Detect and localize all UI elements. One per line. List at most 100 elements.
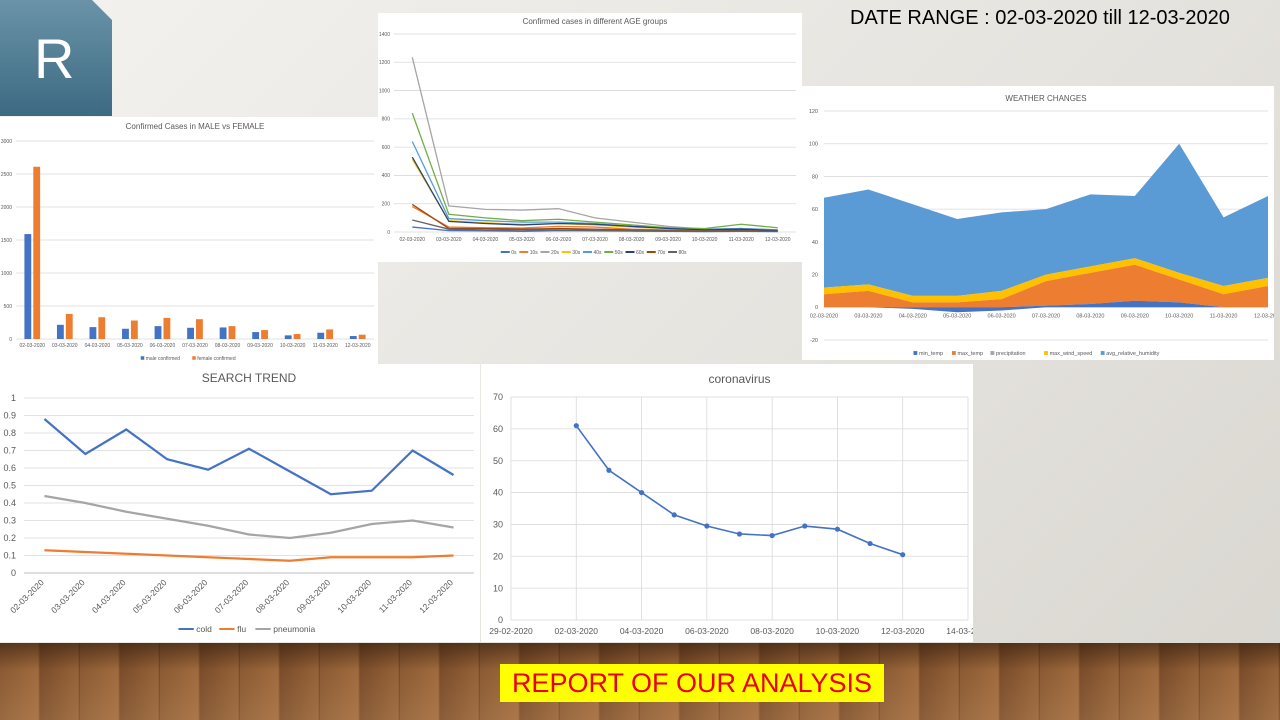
bar-female-confirmed: [196, 319, 203, 339]
y-tick-label: 0: [815, 305, 818, 311]
data-point: [736, 531, 743, 537]
legend-label: 20s: [551, 250, 560, 256]
area-max_temp: [824, 264, 1268, 308]
x-tick-label: 10-03-2020: [280, 343, 306, 349]
y-tick-label: 1: [11, 393, 16, 403]
line-80s: [412, 219, 778, 232]
data-point: [867, 540, 873, 547]
x-tick-label: 03-03-2020: [436, 237, 462, 243]
x-tick-label: 07-03-2020: [582, 237, 608, 243]
x-tick-label: 06-03-2020: [546, 237, 572, 243]
x-tick-label: 07-03-2020: [1032, 313, 1060, 319]
legend-marker: [192, 356, 196, 360]
x-tick-label: 12-03-2020: [417, 577, 455, 615]
data-point: [802, 523, 808, 529]
y-tick-label: 1500: [1, 238, 12, 244]
legend-label: 60s: [636, 250, 645, 256]
x-tick-label: 02-03-2020: [810, 313, 838, 319]
x-tick-label: 02-03-2020: [8, 577, 46, 615]
legend-label: pneumonia: [273, 624, 315, 634]
data-point: [769, 532, 775, 539]
corona-chart-panel: coronavirus 0 10 20 30 40 50 60 70 29-02-2020 02-0…: [481, 364, 973, 642]
y-tick-label: 200: [382, 201, 391, 207]
legend-label: 10s: [530, 250, 539, 256]
y-tick-label: 0.7: [3, 446, 16, 456]
x-tick-label: 06-03-2020: [150, 343, 176, 349]
y-tick-label: 0.9: [3, 411, 16, 421]
y-tick-label: 0: [11, 568, 16, 578]
y-tick-label: 0.6: [3, 463, 16, 473]
bar-male-confirmed: [349, 336, 357, 339]
data-point: [606, 467, 612, 473]
y-tick-label: 2000: [1, 205, 12, 211]
x-tick-label: 10-03-2020: [816, 626, 860, 636]
bar-female-confirmed: [163, 317, 171, 339]
y-tick-label: 0.2: [3, 533, 16, 543]
y-tick-label: 0.8: [3, 428, 16, 438]
x-tick-label: 29-02-2020: [489, 626, 533, 636]
legend-label: min_temp: [919, 351, 943, 357]
x-tick-label: 04-03-2020: [473, 237, 499, 243]
bar-female-confirmed: [326, 329, 334, 339]
date-range-label: DATE RANGE : 02-03-2020 till 12-03-2020: [850, 7, 1230, 29]
y-tick-label: 1000: [1, 271, 12, 277]
data-point: [573, 423, 579, 429]
y-tick-label: 0: [387, 230, 390, 236]
bar-male-confirmed: [284, 335, 292, 339]
chart-title: SEARCH TREND: [202, 371, 297, 385]
bar-female-confirmed: [98, 317, 106, 339]
y-tick-label: 0.3: [3, 516, 16, 526]
badge-letter: R: [34, 27, 75, 90]
weather-chart-panel: WEATHER CHANGES -20 0 20 40 60 80 100 120 02-03-2…: [802, 86, 1274, 360]
coronavirus-scatter-chart: coronavirus 0 10 20 30 40 50 60 70 29-02-2020 02-0…: [489, 372, 973, 636]
x-tick-label: 07-03-2020: [213, 577, 251, 615]
y-tick-label: 10: [493, 583, 503, 593]
legend-label: 80s: [679, 250, 688, 256]
legend-marker: [1100, 351, 1105, 355]
y-tick-label: 1400: [379, 32, 390, 38]
legend-marker: [913, 351, 918, 355]
x-tick-label: 10-03-2020: [692, 237, 718, 243]
y-tick-label: 70: [493, 392, 503, 402]
line-pneumonia: [44, 494, 454, 540]
bar-male-confirmed: [154, 326, 162, 339]
data-point: [638, 489, 645, 496]
x-tick-label: 06-03-2020: [172, 577, 210, 615]
x-tick-label: 05-03-2020: [943, 313, 971, 319]
legend-label: 0s: [511, 250, 517, 256]
y-tick-label: 80: [812, 174, 818, 180]
x-tick-label: 12-03-2020: [1254, 313, 1274, 319]
line-60s: [411, 156, 778, 232]
bar-male-confirmed: [187, 327, 194, 339]
line-flu: [44, 549, 454, 562]
y-tick-label: -20: [810, 338, 818, 344]
legend-marker: [951, 351, 956, 355]
bar-male-confirmed: [89, 327, 97, 339]
y-tick-label: 0: [9, 337, 12, 343]
chart-title: Confirmed Cases in MALE vs FEMALE: [126, 122, 265, 131]
bar-male-confirmed: [219, 327, 227, 339]
x-tick-label: 06-03-2020: [685, 626, 729, 636]
legend-label: 40s: [594, 250, 603, 256]
x-tick-label: 09-03-2020: [1121, 313, 1149, 319]
y-tick-label: 600: [382, 145, 391, 151]
age-line-chart: Confirmed cases in different AGE groups 0…: [379, 17, 796, 256]
bar-male-confirmed: [317, 332, 325, 339]
bar-female-confirmed: [293, 334, 301, 339]
y-tick-label: 50: [493, 456, 503, 466]
search-chart-panel: SEARCH TREND 0 0.1 0.2 0.3 0.4 0.5 0.6 0.7 0.8 0.9…: [0, 364, 480, 642]
x-tick-label: 04-03-2020: [90, 577, 128, 615]
y-tick-label: 100: [809, 142, 818, 148]
y-tick-label: 40: [493, 488, 503, 498]
legend-label: avg_relative_humidity: [1106, 351, 1159, 357]
x-tick-label: 08-03-2020: [254, 577, 292, 615]
x-tick-label: 14-03-2020: [946, 626, 973, 636]
legend-label: cold: [196, 624, 212, 634]
y-tick-label: 20: [493, 551, 503, 561]
bar-male-confirmed: [122, 328, 129, 339]
data-point: [834, 526, 841, 532]
x-tick-label: 11-03-2020: [1210, 313, 1238, 319]
x-tick-label: 11-03-2020: [313, 343, 338, 349]
data-point: [900, 552, 906, 558]
x-tick-label: 04-03-2020: [85, 343, 111, 349]
